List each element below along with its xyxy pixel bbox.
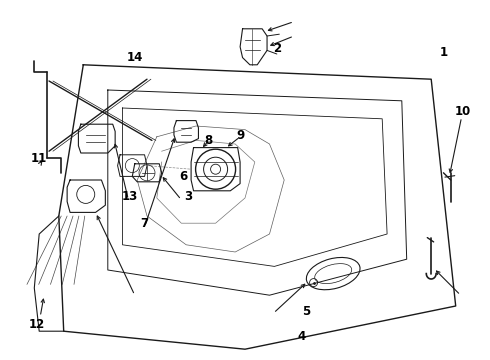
- Text: 1: 1: [440, 46, 447, 59]
- Text: 3: 3: [185, 190, 193, 203]
- Text: 13: 13: [122, 190, 138, 203]
- Text: 8: 8: [204, 134, 212, 147]
- Text: 12: 12: [28, 318, 45, 330]
- Text: 10: 10: [455, 105, 471, 118]
- Text: 4: 4: [297, 330, 305, 343]
- Text: 6: 6: [180, 170, 188, 183]
- Text: 14: 14: [126, 51, 143, 64]
- Text: 11: 11: [31, 152, 48, 165]
- Text: 9: 9: [236, 129, 244, 141]
- Text: 5: 5: [302, 305, 310, 318]
- Text: 7: 7: [141, 217, 148, 230]
- Text: 2: 2: [273, 42, 281, 55]
